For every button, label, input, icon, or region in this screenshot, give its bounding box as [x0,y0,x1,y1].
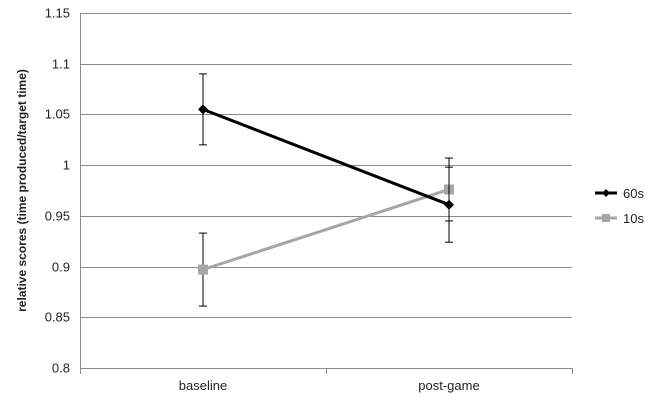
y-tick-label: 0.95 [45,209,70,224]
y-axis-label: relative scores (time produced/target ti… [15,69,29,312]
y-tick-label: 0.8 [52,361,70,376]
legend-item-60s: 60s [595,186,644,201]
series-layer [198,73,454,307]
diamond-marker [198,104,208,115]
y-tick-label: 1.1 [52,57,70,72]
x-tick-label: baseline [179,378,227,393]
y-tick-label: 1 [63,158,70,173]
error-bar [445,157,453,222]
series-10s [198,166,454,307]
series-line [202,188,450,272]
diamond-marker [444,199,454,210]
series-60s [198,73,454,222]
series-line [202,107,450,207]
diamond-marker [602,189,610,197]
axis-layer: 0.8 0.85 0.9 0.95 1 1.05 1.1 1.15 baseline post-g… [45,6,573,393]
legend-label: 10s [623,211,644,226]
grid-layer [80,13,572,369]
y-tick-label: 1.05 [45,107,70,122]
legend: 60s 10s [595,186,644,226]
y-tick-label: 0.9 [52,260,70,275]
x-tick-label: post-game [418,378,479,393]
legend-item-10s: 10s [595,211,644,226]
y-tick-label: 0.85 [45,310,70,325]
square-marker [198,264,208,275]
y-tick-label: 1.15 [45,6,70,21]
square-marker [602,214,610,222]
legend-label: 60s [623,186,644,201]
